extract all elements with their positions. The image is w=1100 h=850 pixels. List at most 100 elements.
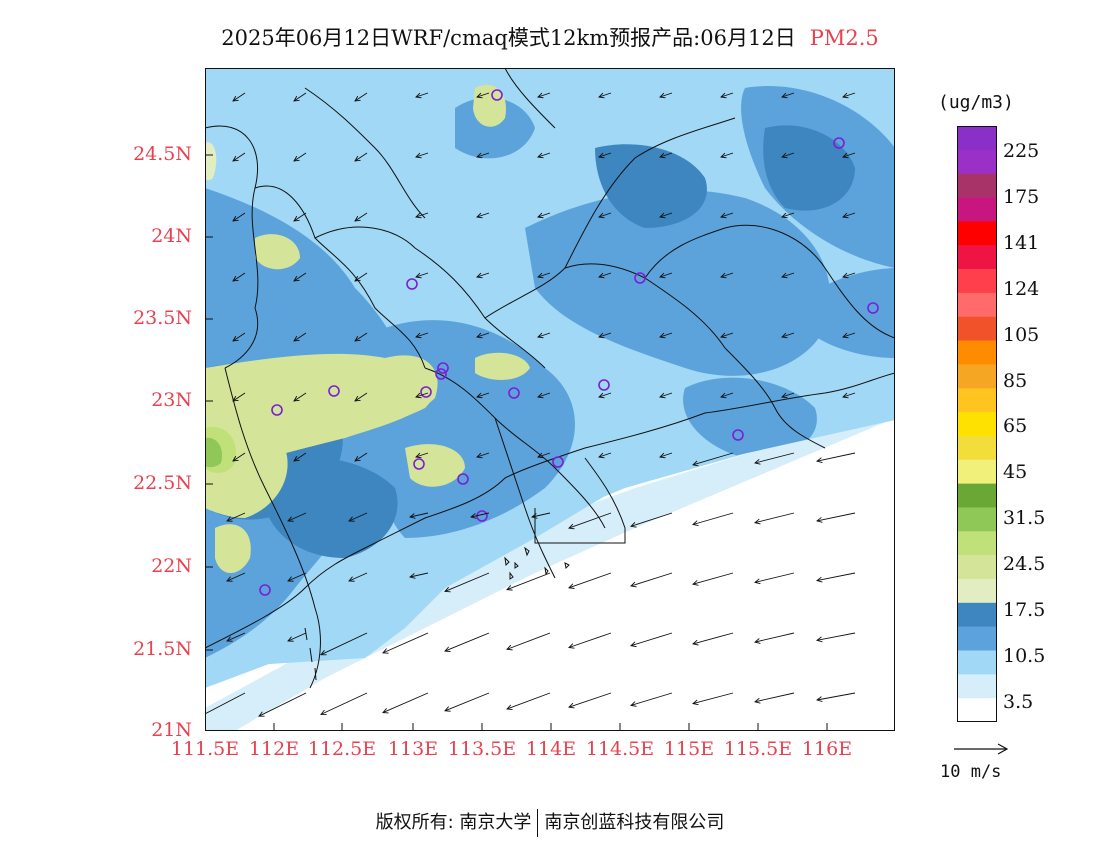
wind-arrow-icon [598, 452, 612, 459]
wind-arrow-icon [226, 572, 246, 582]
wind-arrow-icon [354, 272, 368, 282]
wind-arrow-icon [692, 632, 734, 646]
company-name: 南京创蓝科技有限公司 [544, 812, 725, 833]
lon-tick-label: 111.5E [170, 738, 240, 760]
wind-arrow-icon [506, 632, 551, 651]
wind-arrow-icon [692, 572, 734, 586]
wind-arrow-icon [659, 92, 673, 99]
wind-arrow-icon [287, 572, 307, 582]
colorbar-swatch [957, 483, 997, 508]
wind-arrow-icon [630, 692, 673, 707]
colorbar-swatch [957, 555, 997, 580]
wind-arrow-icon [598, 92, 612, 99]
wind-arrow-icon [476, 332, 490, 339]
circle-marker-icon [833, 137, 845, 149]
wind-arrow-icon [226, 512, 246, 522]
colorbar-label: 10.5 [1003, 644, 1046, 667]
station-markers [259, 89, 879, 596]
wind-vectors [205, 92, 856, 717]
wind-arrow-icon [232, 152, 246, 162]
colorbar-swatch [957, 245, 997, 270]
chart-title: 2025年06月12日WRF/cmaq模式12km预报产品:06月12日 PM2.… [0, 22, 1100, 52]
wind-arrow-icon [226, 632, 246, 642]
colorbar-swatch [957, 698, 997, 722]
colorbar-label: 65 [1003, 415, 1028, 438]
wind-arrow-icon [692, 512, 734, 526]
wind-arrow-icon [537, 272, 551, 279]
wind-arrow-icon [444, 692, 490, 712]
circle-marker-icon [491, 89, 503, 101]
colorbar-swatch [957, 507, 997, 532]
lat-tick-label: 21N [151, 719, 192, 741]
wind-arrow-icon [692, 452, 734, 467]
wind-arrow-icon [415, 452, 429, 459]
wind-arrow-icon [293, 212, 307, 222]
wind-arrow-icon [781, 332, 795, 339]
copyright-text: 版权所有: 南京大学 [375, 812, 532, 833]
wind-arrow-icon [720, 272, 734, 279]
wind-arrow-icon [754, 572, 795, 585]
wind-arrow-icon [720, 332, 734, 339]
colorbar-swatch [957, 459, 997, 484]
wind-arrow-icon [232, 392, 246, 402]
wind-arrow-icon [354, 92, 368, 102]
footer-separator [537, 809, 539, 837]
wind-arrow-icon [816, 692, 856, 702]
wind-arrow-icon [781, 392, 795, 399]
colorbar-label: 105 [1003, 323, 1040, 346]
colorbar-swatch [957, 412, 997, 437]
colorbar-swatch [957, 292, 997, 318]
wind-arrow-icon [720, 92, 734, 99]
wind-arrow-icon [842, 212, 856, 219]
wind-arrow-icon [409, 572, 429, 579]
wind-arrow-icon [720, 152, 734, 159]
wind-arrow-icon [293, 332, 307, 342]
wind-arrow-icon [568, 572, 612, 589]
wind-arrow-icon [816, 572, 856, 583]
colorbar-swatch [957, 602, 997, 627]
wind-arrow-icon [348, 512, 368, 522]
wind-arrow-icon [754, 692, 795, 704]
wind-arrow-icon [598, 152, 612, 159]
wind-arrow-icon [816, 452, 856, 464]
wind-arrow-icon [293, 92, 307, 102]
wind-arrow-icon [537, 392, 551, 399]
colorbar-swatch [957, 578, 997, 604]
lat-tick-label: 22.5N [133, 472, 192, 494]
colorbar-swatch [957, 388, 997, 413]
wind-arrow-icon [598, 272, 612, 279]
wind-arrow-icon [293, 392, 307, 402]
colorbar-swatch [957, 173, 997, 198]
title-text: 2025年06月12日WRF/cmaq模式12km预报产品:06月12日 [221, 26, 796, 50]
wind-arrow-icon [781, 272, 795, 279]
footer-credits: 版权所有: 南京大学 南京创蓝科技有限公司 [0, 808, 1100, 837]
circle-marker-icon [552, 456, 564, 468]
lon-tick-label: 116E [801, 738, 853, 760]
colorbar-swatch [957, 221, 997, 246]
wind-arrow-icon [781, 92, 795, 99]
wind-arrow-icon [382, 632, 429, 654]
wind-arrow-icon [293, 272, 307, 282]
wind-arrow-icon [598, 212, 612, 219]
wind-arrow-icon [842, 152, 856, 159]
wind-arrow-icon [205, 692, 246, 715]
wind-arrow-icon [842, 92, 856, 99]
wind-arrow-icon [842, 272, 856, 279]
wind-arrow-icon [232, 92, 246, 102]
wind-arrow-icon [754, 452, 795, 465]
wind-arrow-icon [659, 392, 673, 399]
wind-arrow-icon [415, 332, 429, 339]
wind-arrow-icon [568, 692, 612, 709]
colorbar-swatch [957, 197, 997, 222]
colorbar-label: 141 [1003, 231, 1040, 254]
wind-arrow-icon [630, 572, 673, 588]
wind-arrow-icon [659, 452, 673, 459]
wind-arrow-icon [537, 92, 551, 99]
wind-arrow-icon [415, 212, 429, 219]
wind-arrow-icon [568, 632, 612, 649]
wind-arrow-icon [476, 392, 490, 399]
wind-arrow-icon [537, 452, 551, 459]
wind-arrow-icon [816, 632, 856, 643]
wind-arrow-icon [476, 272, 490, 279]
circle-marker-icon [457, 473, 469, 485]
